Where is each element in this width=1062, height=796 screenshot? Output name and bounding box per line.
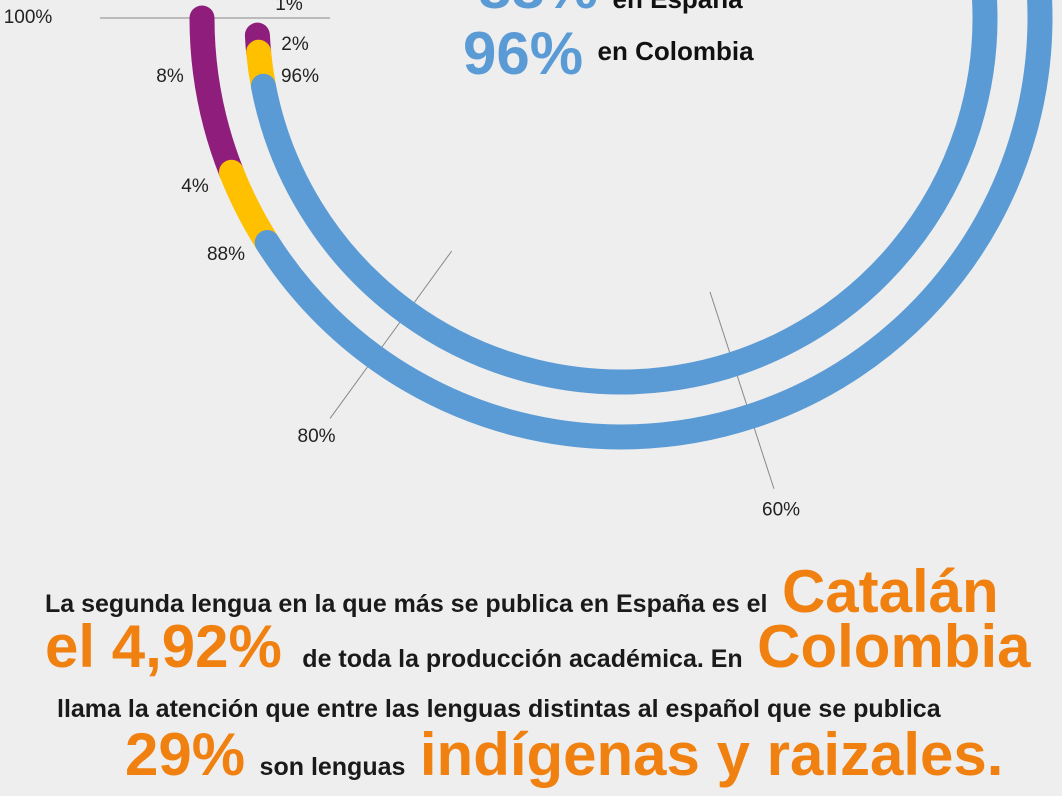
highlight: el 4,92% (45, 613, 282, 680)
highlight: Colombia (757, 613, 1031, 680)
text-line: 29% son lenguas indígenas y raizales. (125, 721, 1003, 788)
text: son lenguas (260, 753, 406, 781)
text: La segunda lengua en la que más se publi… (45, 590, 767, 618)
highlight: indígenas y raizales. (420, 721, 1004, 788)
segment-label: 8% (156, 66, 184, 87)
tick-line (709, 291, 775, 489)
headline-spain: 88% en España (478, 0, 743, 21)
tick-label: 60% (762, 500, 800, 521)
ring-segment (250, 0, 998, 395)
headline-label: en Colombia (598, 36, 755, 66)
segment-label: 88% (207, 244, 245, 265)
tick-label: 100% (4, 7, 53, 28)
segment-label: 4% (181, 176, 209, 197)
tick-label: 80% (298, 426, 336, 447)
segment-label: 96% (281, 66, 319, 87)
tick-line (329, 250, 453, 419)
text: de toda la producción académica. En (302, 645, 742, 673)
headline-value: 88% (478, 0, 598, 21)
headline-colombia: 96% en Colombia (463, 20, 754, 87)
headline-label: en España (613, 0, 744, 14)
segment-label: 1% (275, 0, 303, 15)
ring-segment (254, 0, 1053, 450)
radial-chart: 100% 80% 60% 88% 4% 8% 96% 2% 1% (4, 0, 1053, 521)
highlight: Catalán (782, 558, 999, 625)
text-line: La segunda lengua en la que más se publi… (45, 558, 999, 625)
text-line: llama la atención que entre las lenguas … (57, 695, 942, 723)
headline-value: 96% (463, 20, 583, 87)
ring-segment (189, 5, 244, 185)
text-line: el 4,92% de toda la producción académica… (45, 613, 1031, 680)
highlight: 29% (125, 721, 245, 788)
segment-label: 2% (281, 34, 309, 55)
text: llama la atención que entre las lenguas … (57, 695, 942, 723)
